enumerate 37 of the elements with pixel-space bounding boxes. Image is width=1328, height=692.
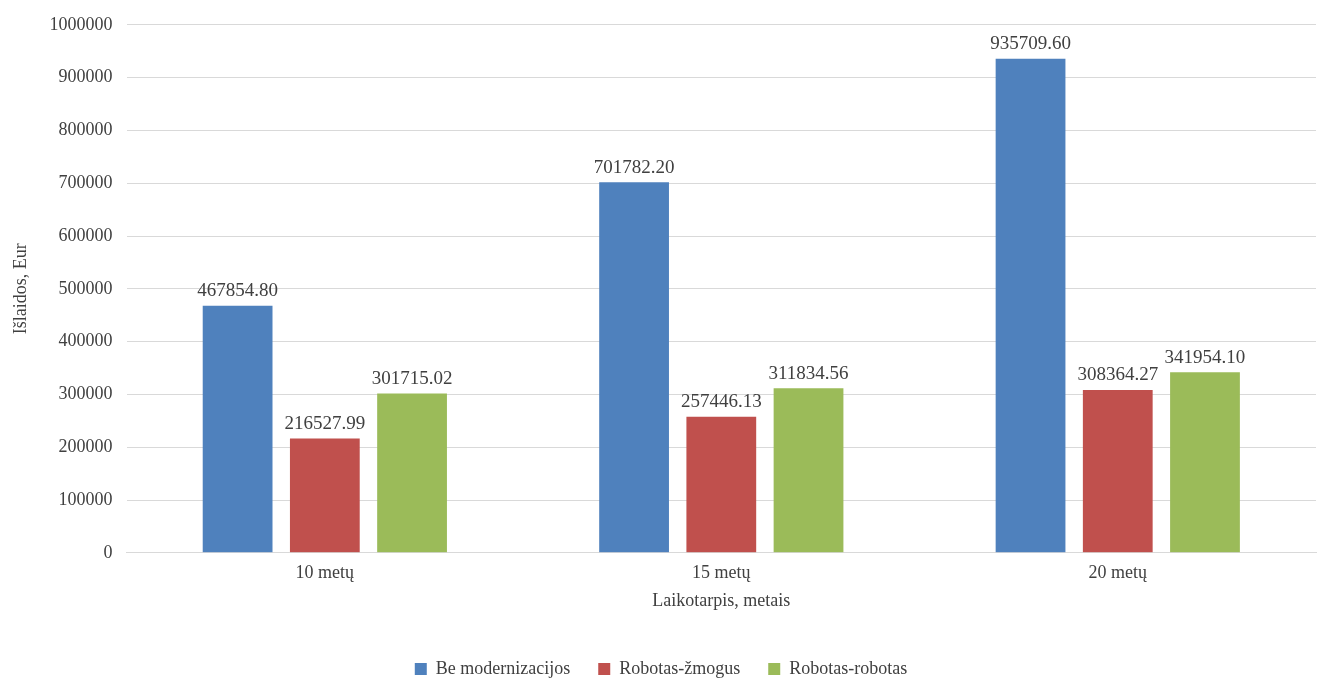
y-tick-label: 900000 [58, 66, 113, 87]
bar [773, 388, 844, 553]
bar [995, 58, 1066, 553]
y-tick-label: 100000 [58, 488, 113, 509]
x-tick-label: 20 metų [1088, 562, 1149, 583]
bar [202, 305, 273, 553]
data-label: 216527.99 [284, 411, 366, 433]
y-tick-label: 0 [103, 541, 113, 562]
y-tick-label: 400000 [58, 330, 113, 351]
data-label: 467854.80 [197, 279, 278, 301]
bar [686, 416, 757, 553]
y-tick-label: 300000 [58, 383, 113, 404]
bar [1082, 389, 1153, 553]
data-label: 257446.13 [680, 390, 762, 412]
y-tick-label: 700000 [58, 171, 113, 192]
data-label: 308364.27 [1077, 363, 1159, 385]
bar [599, 182, 669, 553]
legend-label: Robotas-robotas [789, 657, 908, 678]
data-label: 341954.10 [1164, 345, 1246, 367]
y-tick-label: 600000 [58, 224, 113, 245]
y-tick-label: 1000000 [49, 13, 113, 34]
data-label: 301715.02 [371, 366, 453, 388]
y-tick-label: 200000 [58, 435, 113, 456]
x-tick-label: 15 metų [692, 562, 752, 583]
legend-label: Robotas-žmogus [619, 657, 741, 678]
data-label: 701782.20 [593, 155, 675, 177]
bar [377, 393, 447, 553]
y-tick-label: 800000 [58, 119, 113, 140]
legend-label: Be modernizacijos [435, 657, 571, 678]
bar [1170, 372, 1240, 553]
bar [289, 438, 360, 553]
data-label: 311834.56 [768, 361, 849, 383]
y-axis-title: Išlaidos, Eur [9, 243, 30, 335]
y-tick-label: 500000 [58, 277, 113, 298]
data-label: 935709.60 [990, 32, 1071, 54]
x-tick-label: 10 metų [295, 562, 356, 583]
x-axis-title: Laikotarpis, metais [652, 589, 791, 610]
